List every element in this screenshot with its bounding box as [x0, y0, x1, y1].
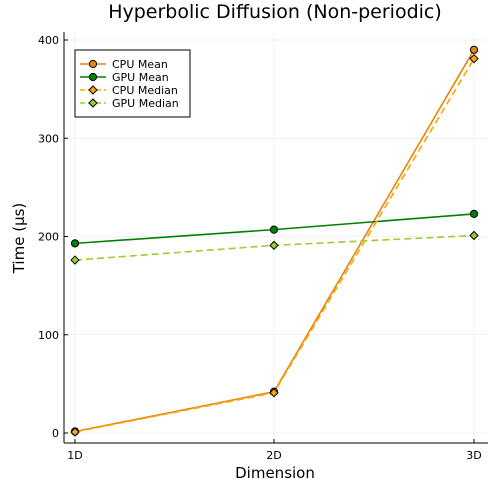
legend-marker [88, 59, 98, 69]
data-point-gpu-mean [70, 239, 80, 248]
legend-label: GPU Mean [112, 71, 169, 84]
legend-label: CPU Mean [112, 58, 168, 71]
legend-item-gpu-mean: GPU Mean [80, 71, 169, 84]
data-point-gpu-median [269, 240, 279, 251]
x-tick-label: 1D [67, 449, 82, 462]
legend-item-cpu-mean: CPU Mean [80, 58, 168, 71]
data-point-cpu-median [269, 388, 279, 398]
data-point-cpu-median [469, 53, 479, 64]
y-tick-label: 300 [38, 132, 59, 145]
y-tick-label: 400 [38, 34, 59, 47]
data-point-cpu-mean [469, 45, 479, 54]
chart-title: Hyperbolic Diffusion (Non-periodic) [108, 1, 442, 23]
y-tick-label: 100 [38, 329, 59, 342]
legend-item-gpu-median: GPU Median [80, 97, 179, 110]
series-layer [70, 45, 479, 437]
data-point-gpu-median [70, 255, 80, 265]
legend-marker [88, 98, 98, 108]
y-tick-label: 0 [52, 427, 59, 440]
x-axis-title: Dimension [235, 464, 315, 482]
legend-marker [88, 72, 98, 82]
data-point-gpu-median [469, 230, 479, 241]
legend-item-cpu-median: CPU Median [80, 84, 178, 97]
legend-marker [88, 85, 98, 95]
x-tick-label: 2D [266, 449, 281, 462]
legend-label: GPU Median [112, 97, 179, 110]
data-point-cpu-median [70, 427, 80, 437]
data-point-gpu-mean [469, 209, 479, 219]
series-gpu-median [70, 230, 479, 265]
ticks: 1D 2D 3D 0 100 200 300 400 [38, 34, 482, 462]
y-tick-label: 200 [38, 231, 59, 244]
y-axis-title: Time (μs) [10, 203, 28, 275]
series-gpu-mean [70, 209, 479, 248]
data-point-gpu-mean [269, 225, 279, 234]
legend-label: CPU Median [112, 84, 178, 97]
series-cpu-median [70, 53, 479, 437]
x-tick-label: 3D [466, 449, 481, 462]
